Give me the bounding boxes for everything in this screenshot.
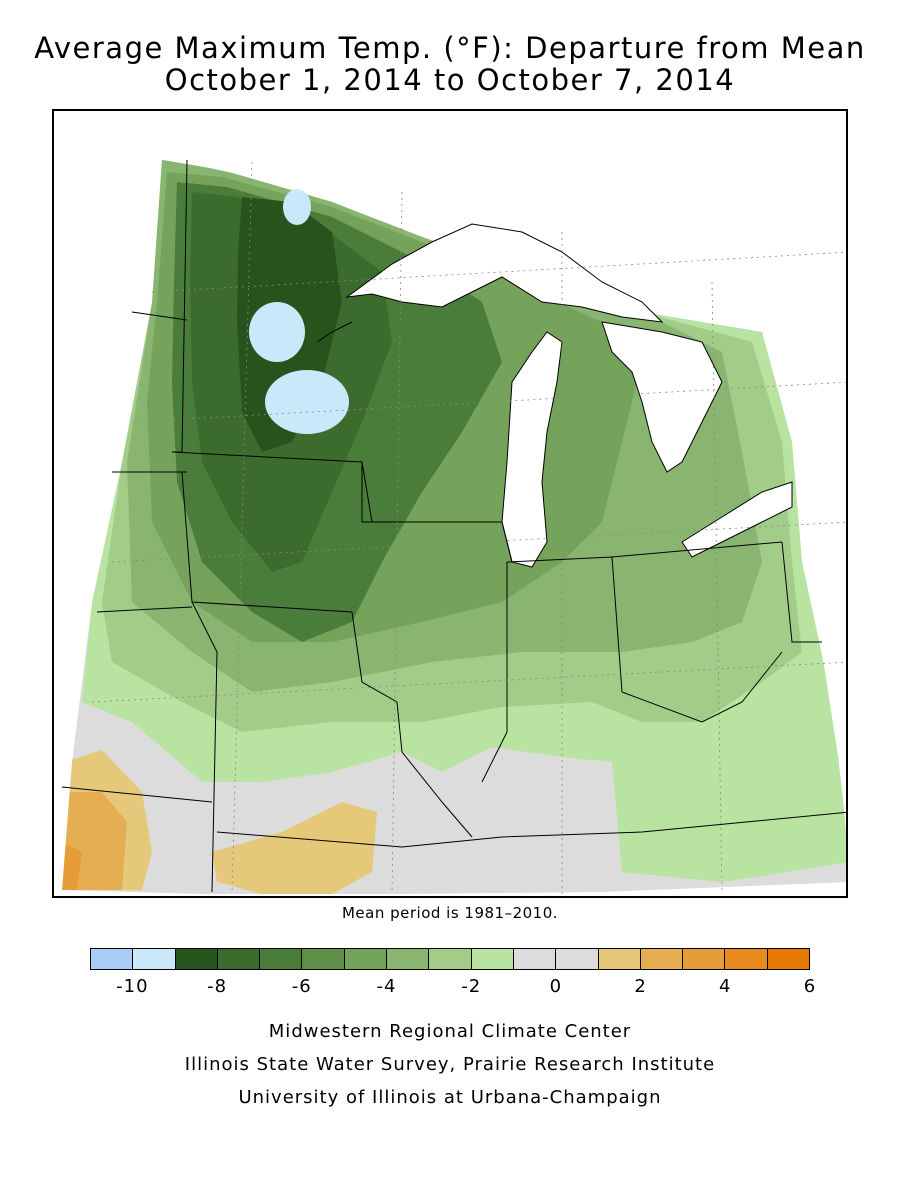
legend-swatch xyxy=(767,949,810,969)
out-of-domain-west xyxy=(54,152,162,890)
legend-swatch xyxy=(556,949,599,969)
legend-swatch xyxy=(217,949,261,969)
legend-swatch xyxy=(175,949,218,969)
mean-period-note: Mean period is 1981–2010. xyxy=(341,904,559,922)
legend-tick-label: -10 xyxy=(116,976,149,997)
lake-superior xyxy=(345,223,664,323)
region-neg9-nw xyxy=(283,189,311,225)
lake-huron xyxy=(601,321,723,473)
legend-swatch xyxy=(725,949,768,969)
region-warm-sc xyxy=(212,802,377,894)
credit-isws: Illinois State Water Survey, Prairie Res… xyxy=(184,1054,716,1075)
lake-erie xyxy=(681,481,793,558)
legend-swatch xyxy=(302,949,345,969)
region-neg9-south xyxy=(265,370,349,434)
legend-swatch xyxy=(429,949,472,969)
legend-tick-label: -4 xyxy=(376,976,397,997)
legend-tick-label: 6 xyxy=(803,976,817,997)
legend-tick-label: 2 xyxy=(634,976,647,997)
legend-swatch xyxy=(260,949,303,969)
canada-area xyxy=(54,111,846,422)
legend-swatch xyxy=(133,949,176,969)
credit-mrcc: Midwestern Regional Climate Center xyxy=(268,1021,632,1042)
map-panel xyxy=(52,109,848,898)
temperature-departure-map xyxy=(54,111,846,895)
legend-tick-label: -6 xyxy=(291,976,312,997)
out-of-domain-east xyxy=(792,412,846,832)
legend-swatch xyxy=(683,949,726,969)
state-boundaries xyxy=(61,159,846,893)
map-date-range: October 1, 2014 to October 7, 2014 xyxy=(164,63,736,97)
legend-tick-label: -8 xyxy=(207,976,228,997)
legend-tick-label: 4 xyxy=(719,976,732,997)
legend-tick-label: -2 xyxy=(461,976,482,997)
legend-tick-labels: -10 -8 -6 -4 -2 0 2 4 6 xyxy=(0,976,900,1000)
legend-swatch xyxy=(344,949,388,969)
credit-uiuc: University of Illinois at Urbana-Champai… xyxy=(238,1087,662,1108)
legend-swatch xyxy=(598,949,641,969)
legend-swatch xyxy=(513,949,557,969)
graticule xyxy=(91,161,846,895)
region-neg9-mid xyxy=(249,302,305,362)
legend-swatch xyxy=(387,949,430,969)
color-legend xyxy=(90,948,810,970)
map-title: Average Maximum Temp. (°F): Departure fr… xyxy=(34,31,866,65)
legend-tick-label: 0 xyxy=(549,976,563,997)
legend-swatch xyxy=(471,949,514,969)
legend-swatch xyxy=(91,949,134,969)
legend-swatch xyxy=(640,949,684,969)
